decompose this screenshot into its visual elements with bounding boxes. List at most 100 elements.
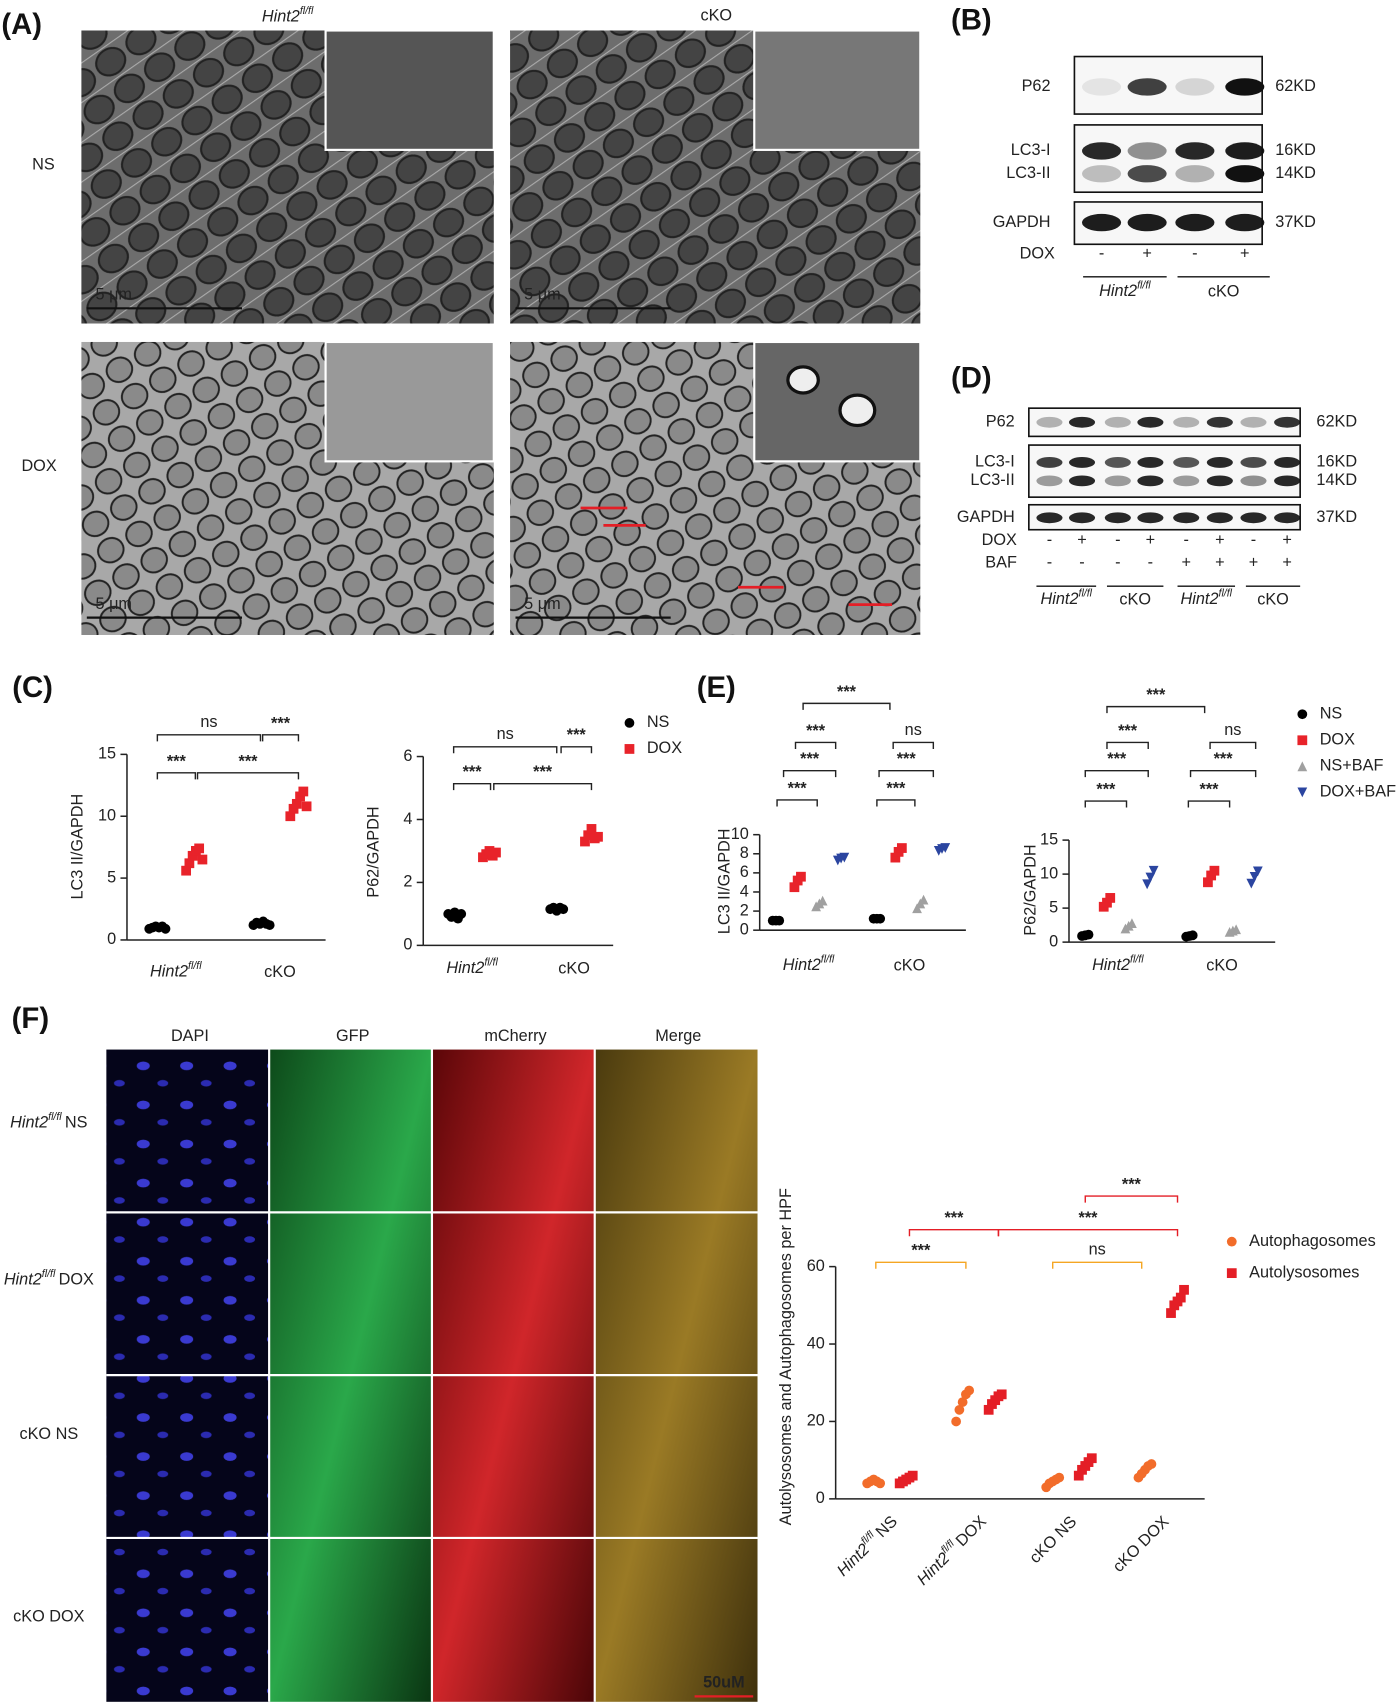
inset: [753, 340, 922, 463]
treatment-sign: +: [1142, 244, 1152, 262]
x-tick-label-tail: NS: [873, 1513, 902, 1542]
blot-band: [1240, 475, 1267, 487]
treatment-sign: +: [1249, 554, 1259, 572]
significance-bracket: [1187, 800, 1231, 808]
x-tick-label: Hint2fl/fl: [446, 957, 498, 978]
panel-label: (A): [1, 8, 42, 41]
treatment-sign: +: [1240, 244, 1250, 262]
significance-label: ***: [463, 763, 483, 781]
legend-marker: [1226, 1268, 1237, 1279]
significance-bracket: [156, 772, 197, 780]
treatment-sign: -: [1115, 554, 1120, 572]
legend-marker: [1297, 735, 1308, 746]
blot-strip: [1028, 444, 1301, 498]
blot-band: [1082, 213, 1122, 232]
scale-bar-label: 5 μm: [96, 286, 133, 304]
scale-bar-label: 5 μm: [524, 595, 561, 613]
data-point: [1148, 865, 1159, 876]
data-point: [181, 865, 192, 876]
group-label: cKO: [1119, 591, 1151, 609]
treatment-label: BAF: [985, 554, 1017, 572]
row-label-tail: NS: [65, 1114, 88, 1132]
data-point: [1145, 872, 1156, 883]
significance-label: ***: [1146, 686, 1166, 704]
y-tick-label: 6: [740, 863, 749, 881]
significance-label: ***: [1107, 750, 1127, 768]
data-point: [285, 811, 296, 822]
significance-label: ***: [800, 750, 820, 768]
significance-bracket: [1209, 741, 1257, 749]
significance-label: ***: [1214, 750, 1234, 768]
significance-bracket: [1084, 1195, 1179, 1203]
treatment-sign: +: [1077, 531, 1087, 549]
blot-band: [1104, 475, 1131, 487]
y-tick-label: 4: [403, 810, 412, 828]
significance-bracket: [782, 769, 837, 778]
group-label-sup: fl/fl: [1137, 279, 1151, 291]
blot-band: [1137, 457, 1164, 468]
data-point: [940, 843, 951, 853]
panel-label: (B): [951, 4, 992, 37]
group-label-name: Hint2: [1181, 591, 1219, 609]
data-point: [890, 852, 901, 863]
row-label: Hint2fl/fl DOX: [4, 1268, 94, 1289]
x-tick-label-name: Hint2: [1092, 956, 1130, 974]
data-point: [1252, 866, 1263, 877]
group-label: Hint2fl/fl: [1099, 279, 1151, 300]
x-tick-label-name: Hint2: [783, 956, 821, 974]
y-axis-label: LC3 II/GAPDH: [68, 794, 86, 900]
data-point: [197, 854, 208, 865]
y-tick-label: 15: [1040, 830, 1058, 848]
blot-band: [1173, 416, 1200, 428]
significance-label: ***: [167, 752, 187, 770]
size-label: 62KD: [1316, 413, 1357, 431]
data-point: [583, 830, 594, 841]
blot-band: [1127, 142, 1167, 160]
treatment-sign: -: [1192, 244, 1197, 262]
y-axis-label: LC3 II/GAPDH: [715, 828, 733, 934]
data-point: [918, 894, 929, 905]
y-tick-label: 4: [740, 882, 749, 900]
blot-band: [1082, 142, 1122, 160]
panel-label: (E): [697, 671, 736, 704]
group-label: cKO: [1208, 282, 1240, 300]
significance-bracket: [1106, 705, 1206, 714]
data-point: [184, 858, 195, 869]
legend-marker: [1226, 1236, 1237, 1247]
treatment-sign: -: [1148, 554, 1153, 572]
data-point: [558, 904, 569, 915]
blot-band: [1068, 416, 1096, 428]
x-tick-label-name: Hint2: [834, 1540, 874, 1580]
scale-bar-label: 5 μm: [524, 286, 561, 304]
data-point: [298, 786, 309, 797]
data-point: [1105, 893, 1116, 903]
legend-label: DOX: [647, 739, 682, 757]
legend-label: DOX+BAF: [1320, 783, 1396, 801]
x-tick-label: Hint2fl/fl: [783, 953, 835, 974]
y-tick-label: 40: [807, 1334, 825, 1352]
group-label-name: Hint2: [1099, 282, 1137, 300]
treatment-sign: +: [1282, 554, 1292, 572]
treatment-sign: -: [1099, 244, 1104, 262]
y-tick-label: 10: [98, 807, 116, 825]
x-tick-label: Hint2fl/flDOX: [912, 1510, 991, 1589]
x-tick-label-sup: fl/fl: [1130, 953, 1144, 965]
blot-band: [1274, 457, 1301, 468]
blot-band: [1175, 165, 1215, 183]
group-label-sup: fl/fl: [1079, 588, 1093, 600]
blot-band: [1036, 416, 1063, 428]
panel-label: (D): [951, 362, 992, 395]
blot-band: [1068, 475, 1096, 487]
data-point: [456, 909, 467, 919]
significance-label: ***: [1078, 1209, 1098, 1227]
data-point: [580, 836, 590, 847]
x-tick-label: cKO: [264, 963, 296, 981]
data-point: [1179, 1284, 1189, 1295]
blot-band: [1082, 165, 1122, 183]
significance-label: ns: [905, 721, 922, 739]
data-point: [964, 1385, 975, 1396]
row-label: NS: [32, 155, 55, 173]
data-point: [491, 847, 501, 858]
y-tick-label: 0: [403, 936, 412, 954]
treatment-sign: -: [1183, 531, 1188, 549]
